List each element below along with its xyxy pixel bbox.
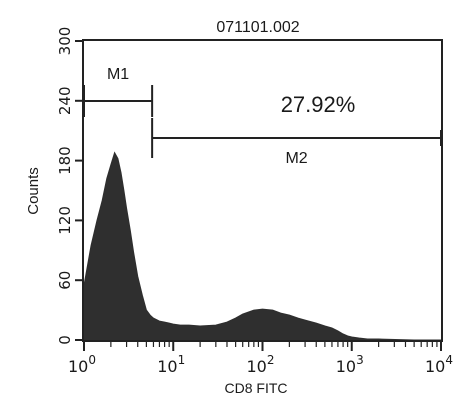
x-tick-label: 103 xyxy=(336,353,364,376)
percentage-annotation: 27.92% xyxy=(281,92,356,117)
histogram-fill xyxy=(83,151,441,341)
x-tick-label: 104 xyxy=(425,353,453,376)
x-axis-ticks: 100 101 102 103 104 xyxy=(68,341,453,376)
marker-m1-label: M1 xyxy=(107,66,129,83)
marker-m2-bracket xyxy=(151,118,442,158)
x-axis-label: CD8 FITC xyxy=(225,380,288,396)
chart-title: 071101.002 xyxy=(216,19,299,36)
y-axis-label: Counts xyxy=(25,167,42,215)
y-tick-label: 300 xyxy=(56,27,74,56)
histogram-series-0 xyxy=(83,151,441,341)
x-tick-label: 100 xyxy=(68,353,96,376)
y-tick-label: 120 xyxy=(56,206,74,235)
region-markers: M1 M2 xyxy=(83,66,442,167)
x-tick-label: 101 xyxy=(157,353,185,376)
y-tick-label: 0 xyxy=(56,335,74,345)
y-tick-label: 180 xyxy=(56,146,74,175)
y-tick-label: 240 xyxy=(56,86,74,115)
plot-area xyxy=(82,39,443,342)
marker-m1-bracket xyxy=(83,85,154,117)
y-tick-label: 60 xyxy=(56,271,74,290)
x-tick-label: 102 xyxy=(247,353,275,376)
y-axis-ticks: 0 60 120 180 240 300 xyxy=(56,27,83,345)
marker-m2-label: M2 xyxy=(285,150,307,167)
